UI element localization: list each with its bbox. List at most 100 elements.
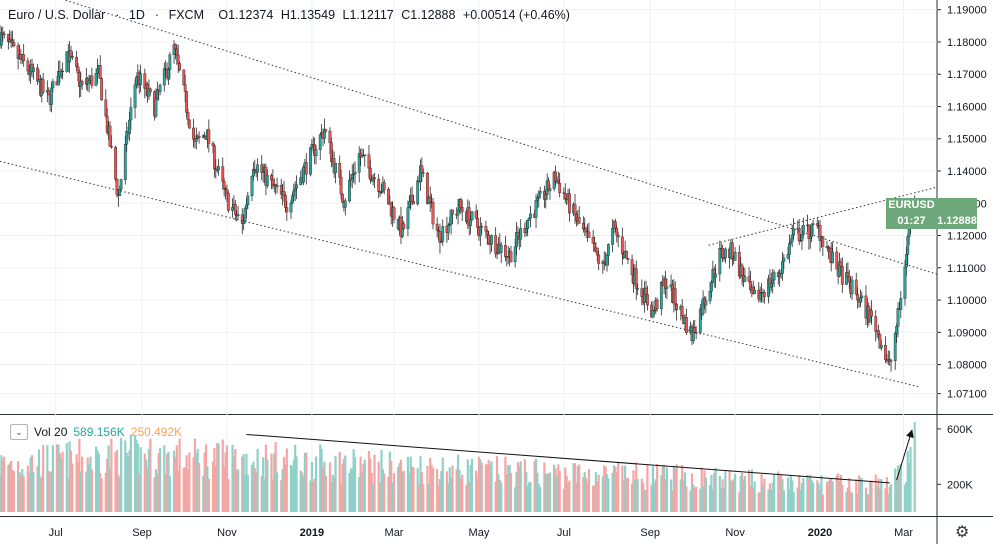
volume-bar (802, 478, 805, 512)
volume-bar (262, 457, 265, 512)
volume-bar (614, 466, 617, 512)
volume-bar (604, 466, 607, 512)
volume-bar (373, 454, 376, 512)
volume-bar (625, 477, 628, 512)
candle-up (96, 68, 99, 74)
volume-bar (8, 463, 11, 512)
candle-up (349, 178, 353, 181)
candle-down (673, 288, 677, 305)
volume-bar (603, 465, 606, 512)
legend-symbol[interactable]: Euro / U.S. Dollar (8, 8, 106, 22)
candle-up (348, 179, 351, 202)
volume-bar (28, 472, 31, 512)
candle-up (651, 310, 655, 318)
volume-bar (683, 472, 687, 512)
volume-bar (792, 491, 795, 512)
candle-up (309, 147, 312, 175)
candle-up (769, 283, 773, 288)
candle-down (207, 129, 211, 144)
price-tick-label: 1.12000 (947, 231, 987, 243)
volume-bar (184, 467, 187, 512)
candle-up (636, 288, 640, 290)
candle-up (123, 144, 127, 180)
candle-up (469, 219, 472, 226)
price-tick-label: 1.09000 (947, 327, 987, 339)
candle-up (808, 236, 812, 240)
volume-bar (178, 438, 181, 512)
volume-bar (422, 484, 425, 512)
candle-down (221, 166, 225, 182)
candle-down (367, 154, 371, 169)
volume-bar (466, 459, 469, 512)
volume-bar (309, 480, 312, 512)
volume-bar (757, 492, 760, 512)
candle-down (226, 192, 230, 211)
volume-bar (656, 463, 659, 512)
volume-bar (544, 473, 547, 512)
volume-bar (845, 491, 848, 512)
candle-down (148, 88, 152, 92)
volume-bar (94, 446, 98, 512)
candle-up (895, 326, 899, 334)
volume-bar (488, 464, 492, 512)
volume-bar (390, 460, 393, 512)
volume-bar (60, 457, 63, 512)
volume-bar (295, 456, 298, 512)
candle-up (544, 194, 548, 200)
candle-up (889, 360, 893, 362)
volume-bar (846, 487, 849, 512)
volume-bar (387, 476, 390, 512)
candle-up (665, 286, 669, 289)
candle-down (100, 78, 104, 101)
volume-bar (484, 464, 488, 512)
candle-up (899, 298, 903, 311)
chevron-down-icon[interactable]: ⌄ (10, 424, 28, 440)
volume-bar (96, 450, 99, 512)
volume-bar (289, 464, 293, 512)
volume-bar (585, 478, 588, 512)
candle-down (597, 254, 601, 264)
volume-bar (90, 469, 93, 512)
legend-interval[interactable]: 1D (128, 8, 145, 22)
volume-bar (906, 450, 909, 512)
volume-bar (583, 471, 586, 512)
candle-down (108, 125, 112, 147)
candle-down (260, 164, 264, 173)
candle-up (524, 228, 528, 233)
gear-icon[interactable]: ⚙ (955, 524, 970, 541)
volume-bar (133, 435, 137, 512)
volume-bar (221, 439, 224, 512)
candle-down (840, 266, 844, 285)
volume-bar (231, 444, 234, 512)
time-tick-label: May (469, 527, 490, 539)
volume-bar (334, 455, 337, 512)
volume-bar (250, 464, 254, 512)
candle-down (573, 204, 577, 215)
volume-bar (76, 462, 80, 512)
volume-label[interactable]: Vol 20 (34, 425, 68, 439)
candle-down (556, 179, 560, 184)
volume-bar (660, 475, 663, 512)
volume-bar (207, 478, 210, 512)
volume-bar (55, 444, 59, 512)
volume-bar (46, 445, 49, 512)
volume-bar (759, 492, 762, 512)
volume-bar (388, 451, 391, 512)
candle-up (470, 211, 474, 220)
volume-bar (477, 456, 481, 512)
legend-separator: · (115, 8, 120, 22)
volume-bar (156, 473, 159, 512)
volume-bar (554, 468, 557, 512)
volume-bar (294, 444, 297, 512)
volume-bar (419, 456, 422, 512)
volume-bar (674, 468, 677, 512)
volume-bar (427, 484, 430, 512)
volume-bar (718, 476, 721, 512)
volume-bar (742, 479, 745, 512)
volume-bar (168, 476, 171, 512)
volume-bar (771, 482, 774, 512)
trendline-short-resistance (708, 186, 938, 246)
volume-bar (633, 480, 636, 512)
